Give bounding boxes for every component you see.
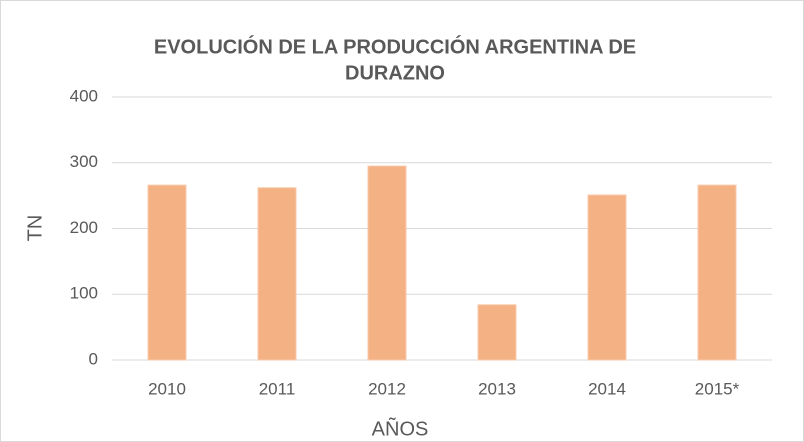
y-tick-label: 100 [70,284,98,303]
bar [697,184,737,361]
y-axis-label: TN [24,215,46,242]
x-tick-label: 2012 [368,379,406,398]
y-tick-label: 200 [70,218,98,237]
chart-title: DURAZNO [345,62,445,84]
y-tick-label: 0 [89,349,98,368]
chart-title: EVOLUCIÓN DE LA PRODUCCIÓN ARGENTINA DE [154,34,636,58]
x-axis-label: AÑOS [372,416,429,440]
bar [477,304,517,361]
x-tick-label: 2014 [588,379,626,398]
x-tick-label: 2010 [148,379,186,398]
bar [257,187,297,361]
bar [367,165,407,361]
bar [147,184,187,361]
x-tick-label: 2011 [259,379,296,398]
y-tick-label: 300 [70,152,98,171]
y-tick-label: 400 [70,86,98,105]
x-tick-label: 2013 [478,379,516,398]
x-tick-label: 2015* [695,379,740,398]
bar [587,194,627,361]
